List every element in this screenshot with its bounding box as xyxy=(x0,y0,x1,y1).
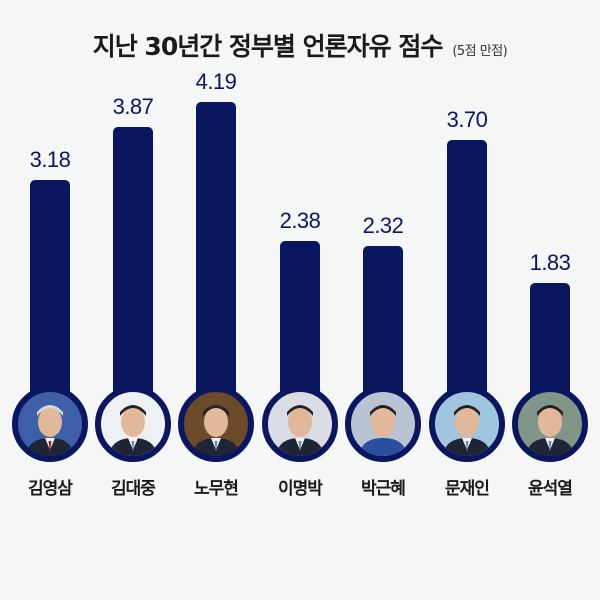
category-label: 박근혜 xyxy=(361,479,406,499)
person-icon xyxy=(26,405,74,456)
bar-6 xyxy=(447,139,487,424)
category-label: 문재인 xyxy=(445,479,490,499)
category-label: 김대중 xyxy=(111,479,156,499)
title-main: 지난 30년간 정부별 언론자유 점수 xyxy=(92,32,444,61)
category-label: 윤석열 xyxy=(528,479,573,499)
title-subtitle: (5점 만점) xyxy=(452,44,508,59)
bar-1 xyxy=(30,179,70,424)
person-icon xyxy=(192,405,240,456)
category-label: 김영삼 xyxy=(28,479,73,499)
person-icon xyxy=(443,405,491,456)
portrait-avatar xyxy=(345,386,421,462)
person-icon xyxy=(276,405,324,456)
value-label: 1.83 xyxy=(529,250,571,276)
chart-title: 지난 30년간 정부별 언론자유 점수 (5점 만점) xyxy=(0,27,600,63)
value-label: 3.70 xyxy=(446,106,488,132)
portrait-avatar xyxy=(12,386,88,462)
portrait-avatar xyxy=(429,386,505,462)
category-label: 노무현 xyxy=(194,479,239,499)
portrait-avatar xyxy=(95,386,171,462)
value-label: 3.87 xyxy=(112,93,154,119)
value-label: 3.18 xyxy=(29,146,71,172)
person-icon xyxy=(109,405,157,456)
portrait-avatar xyxy=(262,386,338,462)
value-label: 2.32 xyxy=(362,212,404,238)
portrait-avatar xyxy=(512,386,588,462)
value-label: 2.38 xyxy=(279,208,321,234)
bar-3 xyxy=(196,102,236,424)
value-label: 4.19 xyxy=(195,69,237,95)
bar-2 xyxy=(113,126,153,424)
person-icon xyxy=(359,405,407,456)
person-icon xyxy=(526,405,574,456)
portrait-avatar xyxy=(178,386,254,462)
category-label: 이명박 xyxy=(278,479,323,499)
